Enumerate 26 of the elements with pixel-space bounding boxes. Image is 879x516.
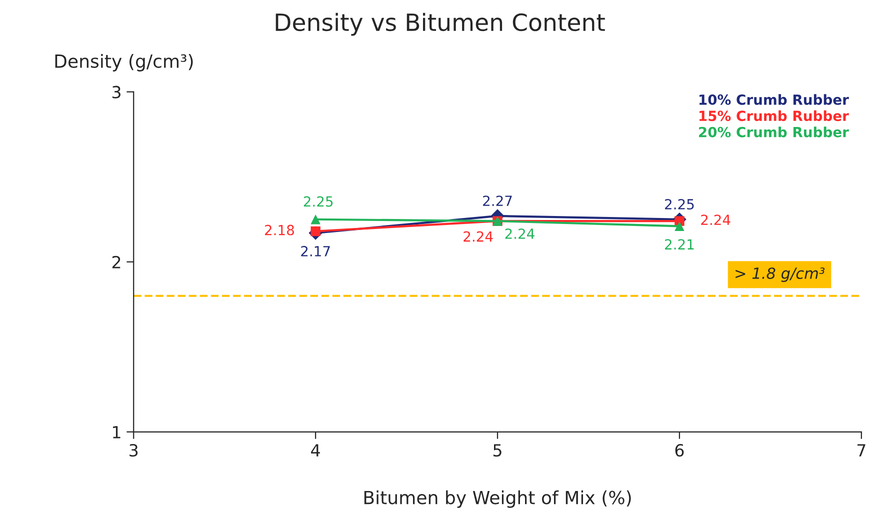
y-tick-label: 2 bbox=[112, 256, 120, 268]
data-label: 2.21 bbox=[665, 239, 694, 250]
data-label: 2.25 bbox=[665, 199, 694, 210]
x-tick-label: 7 bbox=[857, 444, 866, 456]
point bbox=[674, 221, 684, 232]
data-label: 2.24 bbox=[464, 231, 493, 242]
ref-line-label: > 1.8 g/cm³ bbox=[736, 267, 825, 282]
data-label: 2.27 bbox=[483, 196, 512, 206]
text: 20% Crumb Rubber bbox=[699, 126, 849, 138]
data-label: 2.24 bbox=[701, 214, 730, 225]
y-axis-title: Density (g/cm³) bbox=[55, 54, 193, 72]
text: 10% Crumb Rubber bbox=[699, 94, 849, 105]
data-label: 2.17 bbox=[301, 246, 330, 256]
x-tick-label: 5 bbox=[494, 444, 502, 457]
x-tick-label: 4 bbox=[311, 444, 320, 456]
data-label: 2.18 bbox=[265, 224, 294, 236]
x-axis-title: Bitumen by Weight of Mix (%) bbox=[364, 490, 631, 508]
y-tick-label: 1 bbox=[113, 426, 120, 438]
text: 15% Crumb Rubber bbox=[699, 110, 849, 122]
chart-title: Density vs Bitumen Content bbox=[276, 12, 605, 36]
y-tick-label: 3 bbox=[112, 86, 120, 98]
point bbox=[310, 214, 320, 224]
data-label: 2.25 bbox=[304, 196, 333, 207]
x-tick-label: 6 bbox=[675, 444, 684, 457]
x-tick-label: 3 bbox=[130, 444, 138, 457]
data-label: 2.24 bbox=[505, 228, 534, 239]
